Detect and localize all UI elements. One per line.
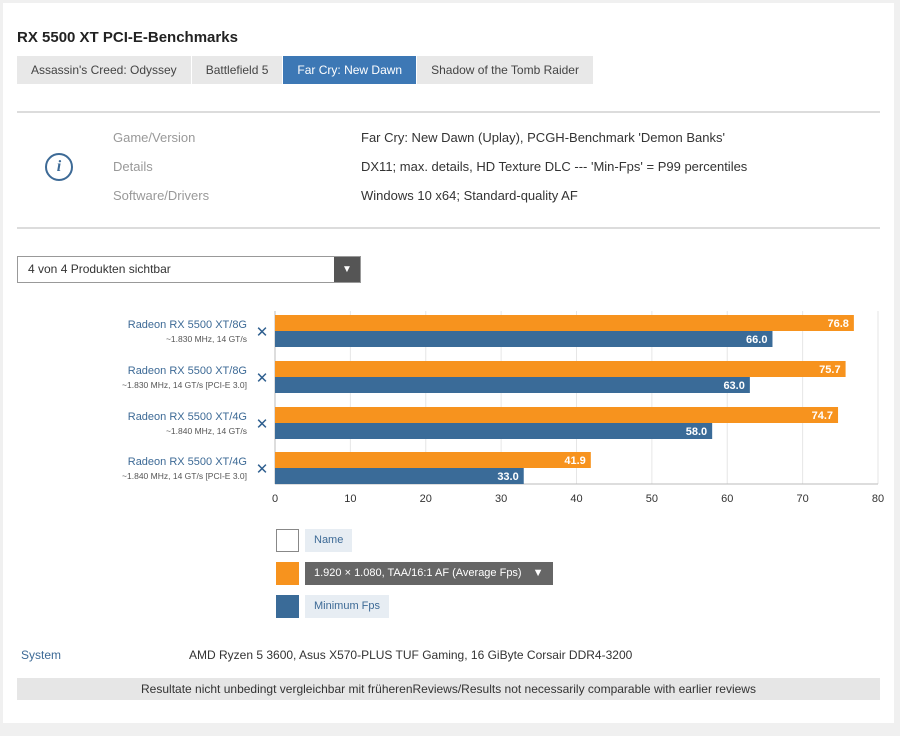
- game-tabs: Assassin's Creed: Odyssey Battlefield 5 …: [17, 56, 594, 84]
- divider: [17, 111, 880, 113]
- x-tick-label: 80: [872, 493, 884, 505]
- x-tick-label: 50: [646, 493, 658, 505]
- info-icon: i: [45, 153, 73, 181]
- x-tick-label: 30: [495, 493, 507, 505]
- close-icon[interactable]: ✕: [256, 460, 269, 478]
- x-tick-label: 70: [797, 493, 809, 505]
- product-select-value: 4 von 4 Produkten sichtbar: [28, 262, 171, 276]
- data-label: 63.0: [723, 380, 744, 392]
- x-tick-label: 20: [420, 493, 432, 505]
- category-sublabel: ~1.840 MHz, 14 GT/s: [166, 426, 247, 436]
- bar-minimum-fps: [275, 468, 524, 484]
- close-icon[interactable]: ✕: [256, 415, 269, 433]
- close-icon[interactable]: ✕: [256, 369, 269, 387]
- category-label[interactable]: Radeon RX 5500 XT/4G: [128, 411, 247, 423]
- data-label: 66.0: [746, 334, 767, 346]
- legend-avg-label: 1.920 × 1.080, TAA/16:1 AF (Average Fps): [314, 567, 522, 579]
- category-label[interactable]: Radeon RX 5500 XT/8G: [128, 319, 247, 331]
- bar-average-fps: [275, 452, 591, 468]
- x-tick-label: 40: [570, 493, 582, 505]
- data-label: 76.8: [827, 318, 848, 330]
- bar-average-fps: [275, 315, 854, 331]
- benchmark-chart: 0 10 20 30 40 50 60 70 80 Radeon RX 5500 XT/8G ~1.…: [122, 311, 884, 505]
- bar-minimum-fps: [275, 331, 773, 347]
- info-label-details: Details: [113, 159, 153, 174]
- product-select[interactable]: 4 von 4 Produkten sichtbar ▼: [17, 256, 361, 283]
- data-label: 58.0: [686, 426, 707, 438]
- page-title: RX 5500 XT PCI-E-Benchmarks: [17, 29, 238, 46]
- category-label[interactable]: Radeon RX 5500 XT/4G: [128, 456, 247, 468]
- data-label: 75.7: [819, 364, 840, 376]
- data-label: 74.7: [812, 410, 833, 422]
- category-sublabel: ~1.840 MHz, 14 GT/s [PCI-E 3.0]: [122, 471, 247, 481]
- legend-name-swatch[interactable]: [276, 529, 299, 552]
- x-tick-label: 10: [344, 493, 356, 505]
- category-sublabel: ~1.830 MHz, 14 GT/s [PCI-E 3.0]: [122, 380, 247, 390]
- info-value-game: Far Cry: New Dawn (Uplay), PCGH-Benchmar…: [361, 130, 725, 145]
- info-value-details: DX11; max. details, HD Texture DLC --- '…: [361, 159, 748, 174]
- divider: [17, 227, 880, 229]
- tab-far-cry-new-dawn[interactable]: Far Cry: New Dawn: [283, 56, 417, 84]
- bar-average-fps: [275, 407, 839, 423]
- x-tick-label: 60: [721, 493, 733, 505]
- chevron-down-icon: ▼: [532, 567, 544, 579]
- footer-disclaimer: Resultate nicht unbedingt vergleichbar m…: [17, 678, 880, 700]
- bar-minimum-fps: [275, 423, 713, 439]
- legend-name-label[interactable]: Name: [305, 529, 353, 552]
- bar-average-fps: [275, 361, 846, 377]
- info-label-software: Software/Drivers: [113, 188, 210, 203]
- category-label[interactable]: Radeon RX 5500 XT/8G: [128, 365, 247, 377]
- chevron-down-icon[interactable]: ▼: [334, 257, 360, 282]
- data-label: 33.0: [497, 471, 518, 483]
- tab-shadow-tomb-raider[interactable]: Shadow of the Tomb Raider: [417, 56, 593, 84]
- legend-min-swatch[interactable]: [276, 595, 299, 618]
- legend-min-label[interactable]: Minimum Fps: [305, 595, 390, 618]
- tab-battlefield-5[interactable]: Battlefield 5: [191, 56, 283, 84]
- legend-avg-dropdown[interactable]: 1.920 × 1.080, TAA/16:1 AF (Average Fps)…: [305, 562, 553, 585]
- bar-minimum-fps: [275, 377, 750, 393]
- info-label-game: Game/Version: [113, 130, 196, 145]
- system-value: AMD Ryzen 5 3600, Asus X570-PLUS TUF Gam…: [189, 648, 633, 662]
- data-label: 41.9: [564, 455, 585, 467]
- x-tick-label: 0: [272, 493, 278, 505]
- close-icon[interactable]: ✕: [256, 323, 269, 341]
- tab-assassins-creed[interactable]: Assassin's Creed: Odyssey: [17, 56, 191, 84]
- system-label[interactable]: System: [21, 648, 62, 662]
- category-sublabel: ~1.830 MHz, 14 GT/s: [166, 334, 247, 344]
- info-value-software: Windows 10 x64; Standard-quality AF: [361, 188, 578, 203]
- legend-avg-swatch[interactable]: [276, 562, 299, 585]
